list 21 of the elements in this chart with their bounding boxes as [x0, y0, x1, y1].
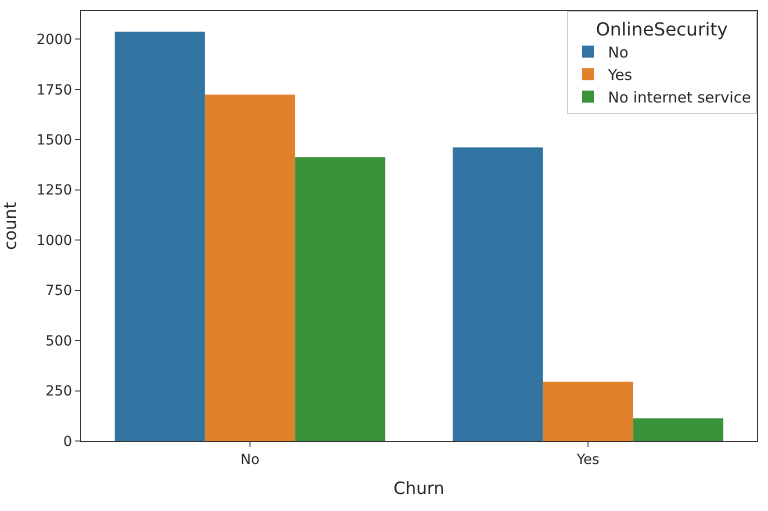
- y-tick-label: 0: [63, 434, 72, 450]
- y-tick-label: 1500: [36, 132, 72, 148]
- bar: [295, 157, 386, 441]
- bar: [542, 382, 634, 441]
- legend-label: No internet service: [608, 88, 751, 106]
- y-tick-label: 250: [45, 384, 72, 400]
- legend-title: OnlineSecurity: [596, 19, 728, 40]
- legend-label: Yes: [607, 66, 632, 84]
- y-tick-label: 2000: [36, 32, 72, 48]
- y-tick-label: 1750: [36, 82, 72, 98]
- y-tick-label: 750: [45, 283, 72, 300]
- y-axis-title: count: [1, 202, 22, 250]
- bar: [633, 418, 724, 441]
- x-axis-title: Churn: [394, 479, 444, 500]
- bar: [204, 94, 296, 441]
- legend-label: No: [608, 44, 628, 62]
- y-tick-label: 1250: [36, 182, 72, 199]
- y-tick-label: 500: [45, 333, 72, 350]
- bar: [452, 147, 543, 441]
- y-tick-label: 1000: [36, 232, 72, 249]
- bar: [114, 32, 205, 441]
